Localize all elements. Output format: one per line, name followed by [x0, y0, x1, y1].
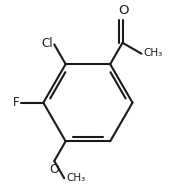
Text: O: O: [118, 4, 129, 17]
Text: F: F: [12, 96, 19, 109]
Text: CH₃: CH₃: [144, 48, 163, 58]
Text: Cl: Cl: [42, 37, 53, 50]
Text: O: O: [50, 163, 60, 176]
Text: CH₃: CH₃: [66, 173, 86, 183]
